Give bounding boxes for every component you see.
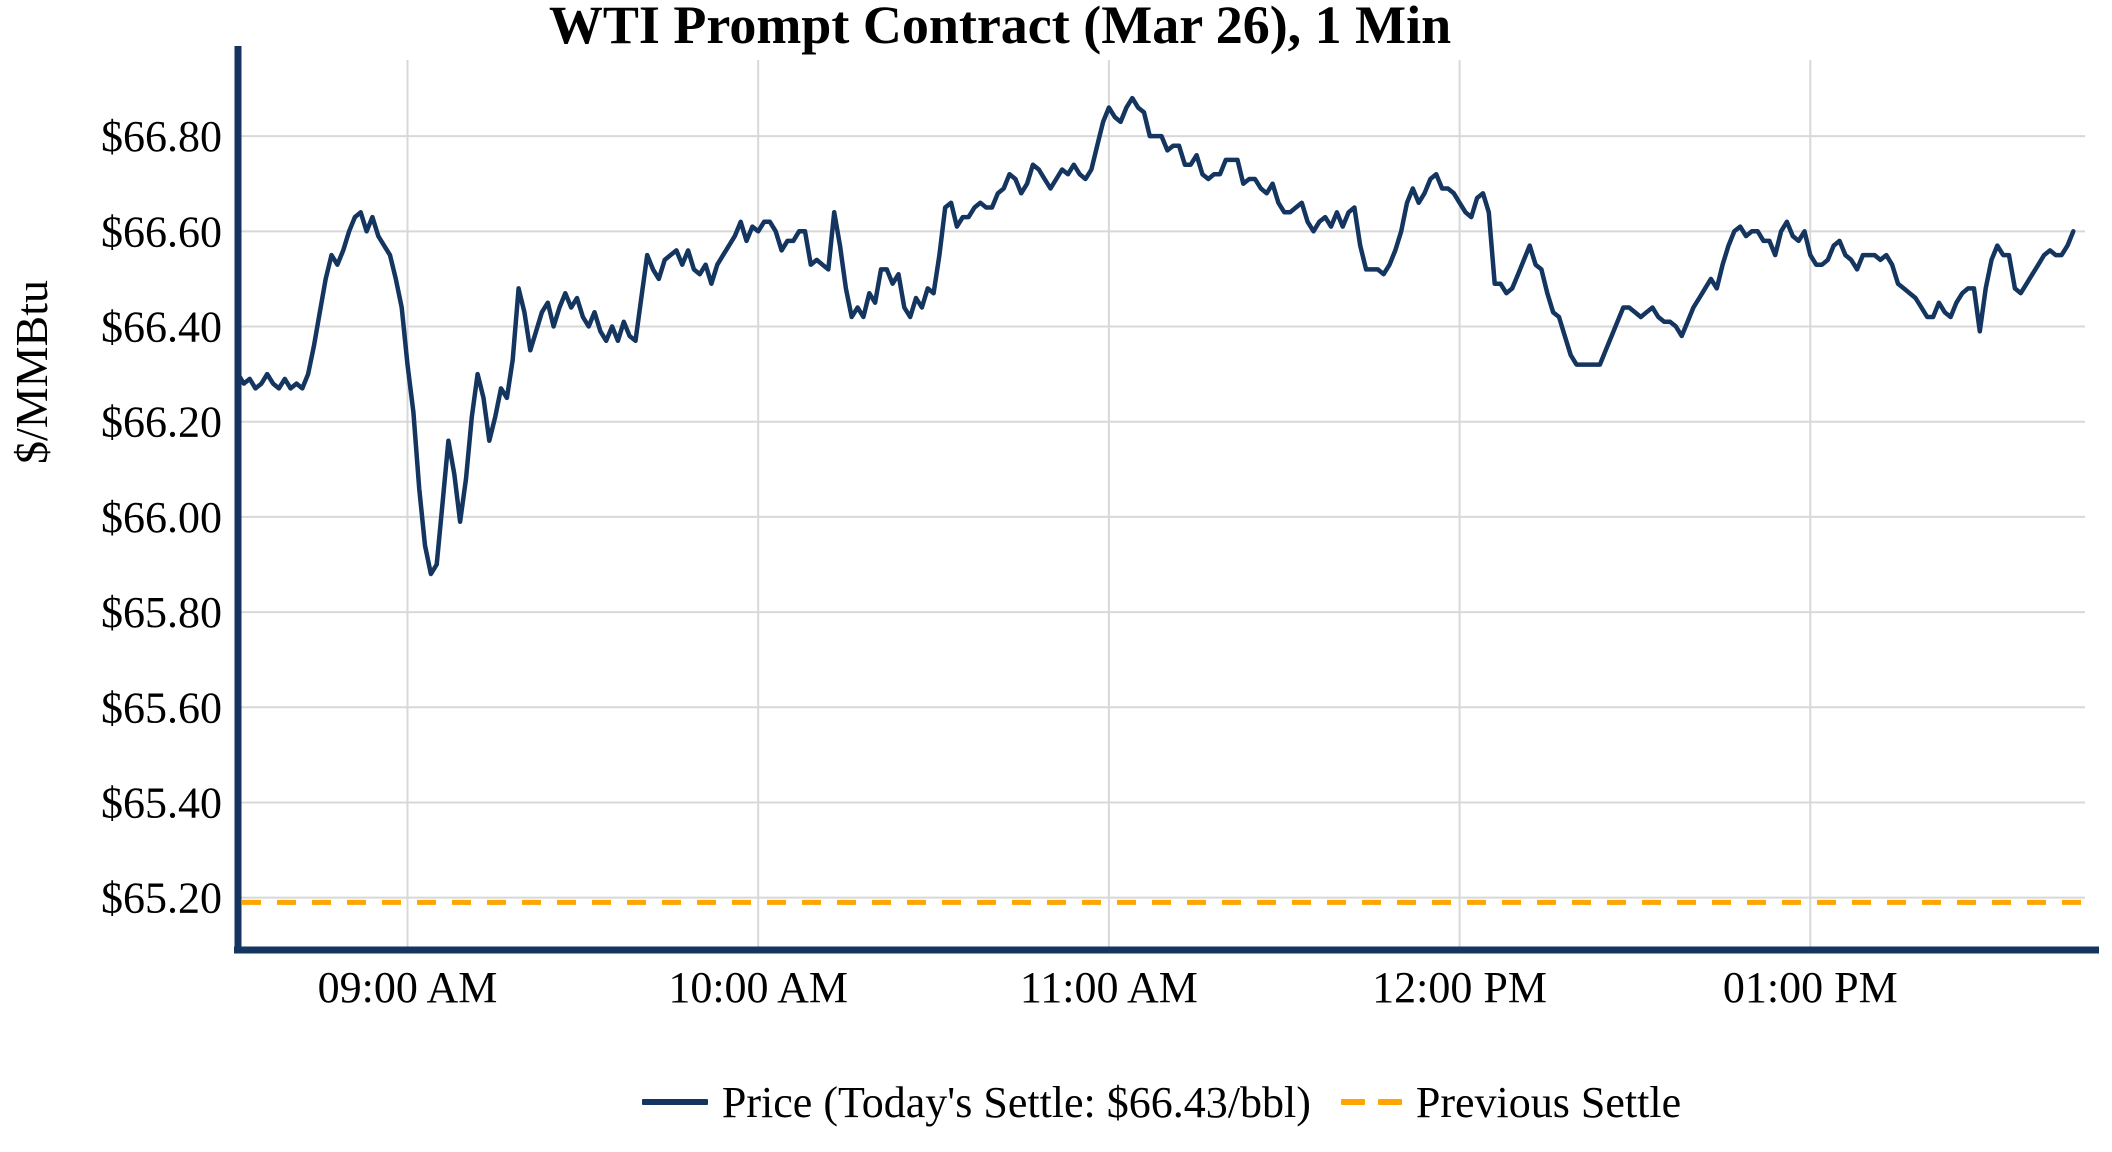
y-tick-label: $66.60 [101, 207, 222, 256]
y-tick-label: $66.80 [101, 112, 222, 161]
y-tick-label: $66.20 [101, 398, 222, 447]
legend: Price (Today's Settle: $66.43/bbl) Previ… [238, 1072, 2085, 1132]
legend-item-price: Price (Today's Settle: $66.43/bbl) [641, 1077, 1311, 1128]
legend-price-label: Price (Today's Settle: $66.43/bbl) [721, 1077, 1311, 1127]
legend-item-previous-settle: Previous Settle [1340, 1077, 1682, 1128]
previous-settle-swatch-icon [1340, 1099, 1402, 1105]
chart-title: WTI Prompt Contract (Mar 26), 1 Min [548, 0, 1452, 55]
price-line-swatch-icon [641, 1099, 708, 1105]
x-tick-label: 01:00 PM [1723, 963, 1898, 1012]
y-tick-label: $65.40 [101, 778, 222, 827]
x-tick-label: 10:00 AM [668, 963, 848, 1012]
y-tick-label: $66.00 [101, 493, 222, 542]
y-tick-label: $65.80 [101, 588, 222, 637]
legend-previous-settle-label: Previous Settle [1415, 1077, 1682, 1127]
x-tick-label: 09:00 AM [318, 963, 498, 1012]
x-tick-label: 11:00 AM [1020, 963, 1198, 1012]
price-line [235, 95, 2076, 577]
y-tick-label: $65.20 [101, 874, 222, 923]
y-tick-label: $66.40 [101, 303, 222, 352]
y-tick-label: $65.60 [101, 683, 222, 732]
x-tick-label: 12:00 PM [1372, 963, 1547, 1012]
